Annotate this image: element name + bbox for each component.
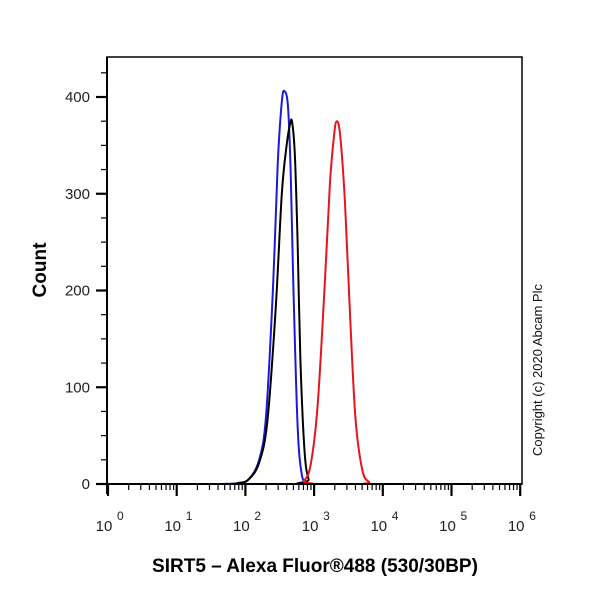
x-axis-ticks: 10 0 10 1 10 2 10 3 10 4 10 5 10 6 [96, 484, 536, 535]
plot-frame [106, 56, 523, 485]
copyright-annotation: Copyright (c) 2020 Abcam Plc [530, 284, 545, 456]
y-tick-label: 100 [65, 379, 90, 396]
x-tick-base: 10 [96, 518, 113, 535]
x-tick-base: 10 [370, 518, 387, 535]
x-tick-base: 10 [439, 518, 456, 535]
x-tick-exponent: 5 [461, 509, 468, 523]
x-tick-exponent: 6 [529, 509, 536, 523]
y-tick-label: 200 [65, 283, 90, 300]
y-axis-label: Count [30, 242, 51, 298]
x-tick-base: 10 [164, 518, 181, 535]
series-black-line [107, 118, 521, 486]
x-tick-base: 10 [233, 518, 250, 535]
x-tick-exponent: 0 [117, 509, 124, 523]
y-tick-label: 300 [65, 186, 90, 203]
y-tick-label: 400 [65, 89, 90, 106]
x-tick-base: 10 [302, 518, 319, 535]
series-layer [107, 89, 521, 486]
x-tick-exponent: 1 [186, 509, 193, 523]
x-tick-exponent: 4 [392, 509, 399, 523]
y-axis-ticks: 0 100 200 300 400 [65, 72, 107, 493]
x-tick-exponent: 3 [323, 509, 330, 523]
x-axis-label: SIRT5 – Alexa Fluor®488 (530/30BP) [152, 556, 478, 577]
x-tick-base: 10 [508, 518, 525, 535]
x-tick-exponent: 2 [254, 509, 261, 523]
series-red-line [107, 120, 521, 486]
y-tick-label: 0 [82, 476, 90, 493]
